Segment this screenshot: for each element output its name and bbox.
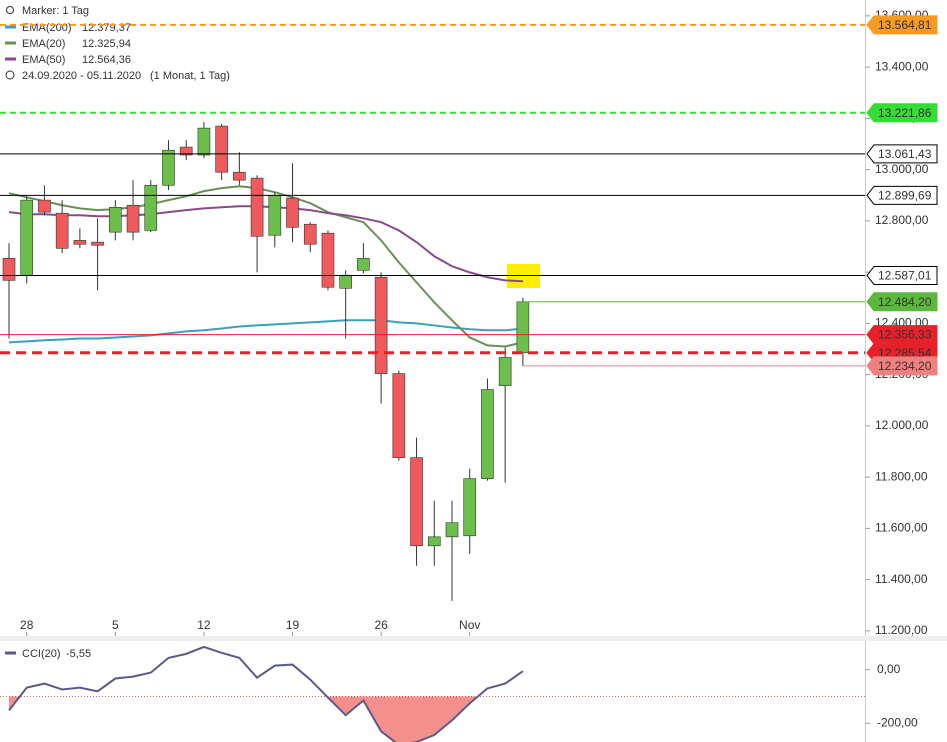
level-label: 12.234,20 bbox=[878, 359, 932, 373]
candle-body bbox=[516, 301, 530, 354]
candle-body bbox=[250, 177, 264, 237]
candle-body bbox=[20, 199, 34, 276]
level-badge bbox=[866, 356, 938, 376]
candle-body bbox=[197, 127, 211, 156]
level-label: 12.356,33 bbox=[878, 328, 932, 342]
level-label: 12.899,69 bbox=[878, 189, 932, 203]
y-tick-label: 13.400,00 bbox=[875, 59, 929, 73]
level-label: 12.484,20 bbox=[878, 295, 932, 309]
candle-body bbox=[339, 274, 352, 289]
candle-body bbox=[357, 257, 370, 271]
candle-body bbox=[445, 522, 459, 538]
cci-line bbox=[8, 645, 524, 742]
marker-icon bbox=[6, 6, 14, 14]
candle-body bbox=[126, 204, 140, 233]
candle-body bbox=[179, 146, 193, 156]
candle-body bbox=[268, 194, 282, 236]
candle-body bbox=[162, 149, 175, 186]
clock-icon bbox=[5, 70, 15, 80]
legend-value: 12.379,37 bbox=[82, 22, 131, 34]
x-tick-label: Nov bbox=[459, 618, 480, 632]
ema-line bbox=[8, 185, 524, 348]
candle-body bbox=[73, 240, 87, 245]
x-tick-label: 19 bbox=[286, 618, 300, 632]
candle-body bbox=[2, 257, 16, 281]
candle-body bbox=[427, 536, 441, 547]
legend-value: 12.325,94 bbox=[82, 38, 131, 50]
candle-body bbox=[286, 197, 299, 228]
candle-body bbox=[38, 199, 51, 213]
y-tick-label: -200,00 bbox=[877, 715, 918, 729]
level-badge bbox=[866, 265, 938, 285]
y-tick-label: 12.000,00 bbox=[875, 418, 929, 432]
level-badge bbox=[866, 144, 938, 164]
level-label: 13.061,43 bbox=[878, 147, 932, 161]
y-tick-label: 11.600,00 bbox=[875, 521, 928, 535]
x-tick-label: 5 bbox=[112, 618, 119, 632]
candle-body bbox=[215, 125, 228, 173]
panel-separator bbox=[0, 636, 947, 641]
y-tick-label: 0,00 bbox=[877, 662, 901, 676]
marker-label: Marker: 1 Tag bbox=[22, 5, 89, 17]
y-tick-label: 11.400,00 bbox=[875, 572, 928, 586]
legend-label: EMA(50) bbox=[22, 54, 65, 66]
y-tick-label: 12.800,00 bbox=[875, 213, 929, 227]
highlight bbox=[507, 264, 540, 288]
cci-fill bbox=[9, 696, 523, 742]
candle-body bbox=[55, 212, 69, 249]
range-detail: (1 Monat, 1 Tag) bbox=[150, 70, 230, 82]
level-label: 13.221,86 bbox=[878, 106, 932, 120]
range-label: 24.09.2020 - 05.11.2020 bbox=[22, 70, 141, 82]
ema-line bbox=[8, 319, 523, 344]
x-tick-label: 26 bbox=[374, 618, 388, 632]
candle-body bbox=[303, 223, 317, 245]
level-badge bbox=[866, 292, 938, 312]
legend-label: EMA(20) bbox=[22, 38, 65, 50]
x-tick-label: 12 bbox=[197, 618, 211, 632]
candle-body bbox=[498, 357, 512, 386]
candle-body bbox=[109, 207, 122, 233]
candle-body bbox=[144, 184, 158, 231]
level-badge bbox=[866, 325, 938, 345]
y-tick-label: 13.000,00 bbox=[875, 162, 929, 176]
ema-line bbox=[8, 205, 523, 283]
x-tick-label: 28 bbox=[20, 618, 34, 632]
level-badge bbox=[866, 15, 938, 35]
level-label: 13.564,81 bbox=[878, 18, 932, 32]
level-badge bbox=[866, 103, 938, 123]
candle-body bbox=[392, 373, 406, 458]
axis-line bbox=[865, 0, 866, 742]
candle-body bbox=[374, 276, 388, 374]
candle-body bbox=[410, 457, 423, 547]
candle-body bbox=[91, 241, 104, 246]
candle-body bbox=[321, 232, 335, 288]
legend-label: EMA(200) bbox=[22, 22, 72, 34]
y-tick-label: 11.200,00 bbox=[875, 623, 928, 637]
level-label: 12.587,01 bbox=[878, 269, 932, 283]
candle-body bbox=[481, 389, 494, 479]
y-tick-label: 11.800,00 bbox=[875, 469, 928, 483]
candle-body bbox=[463, 478, 477, 537]
legend-label: CCI(20) bbox=[22, 648, 61, 660]
legend-value: 12.564,36 bbox=[82, 54, 131, 66]
legend-value: -5,55 bbox=[66, 648, 91, 660]
candle-body bbox=[233, 171, 246, 181]
level-badge bbox=[866, 185, 938, 205]
